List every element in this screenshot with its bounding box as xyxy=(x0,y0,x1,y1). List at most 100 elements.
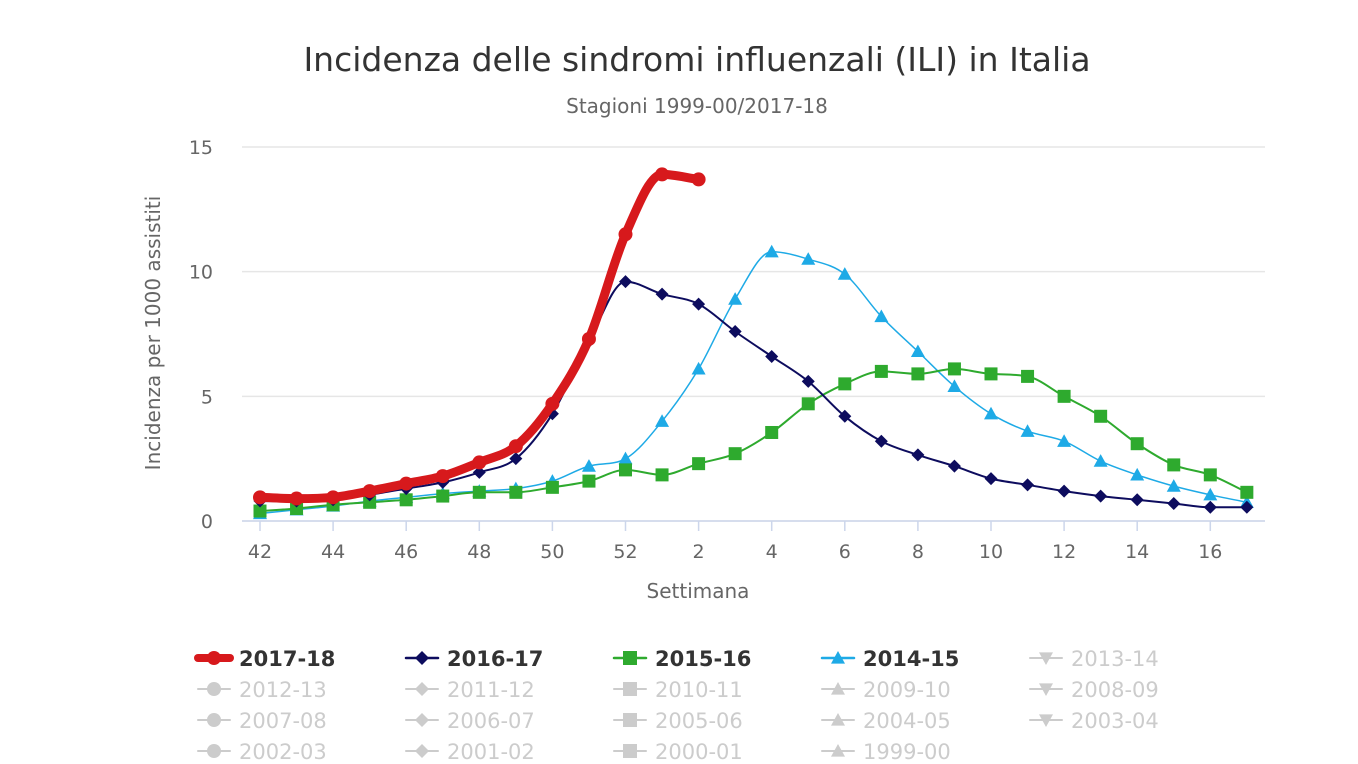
data-point-2017-18 xyxy=(691,172,706,187)
series-line-2016-17 xyxy=(259,280,1248,509)
x-tick-label: 42 xyxy=(248,541,272,563)
data-point-2016-17 xyxy=(911,448,925,462)
data-point-2015-16 xyxy=(984,367,998,381)
data-point-2014-15 xyxy=(837,267,852,280)
legend-label: 2013-14 xyxy=(1071,647,1159,671)
data-point-2016-17 xyxy=(509,452,523,466)
data-point-2015-16 xyxy=(728,447,742,461)
data-point-2014-15 xyxy=(801,252,816,265)
data-point-2014-15 xyxy=(874,309,889,323)
legend-item-1999-00[interactable]: 1999-00 xyxy=(821,740,951,764)
data-point-2014-15 xyxy=(1093,454,1108,467)
legend-item-2003-04[interactable]: 2003-04 xyxy=(1029,709,1159,733)
legend-label: 2002-03 xyxy=(239,740,327,764)
legend-item-2005-06[interactable]: 2005-06 xyxy=(613,709,743,733)
legend-item-2017-18[interactable]: 2017-18 xyxy=(194,647,335,671)
data-point-2017-18 xyxy=(618,227,633,242)
legend-symbol-marker xyxy=(415,682,429,696)
legend-label: 2000-01 xyxy=(655,740,743,764)
data-point-2016-17 xyxy=(619,275,632,289)
legend-symbol-marker xyxy=(415,713,429,727)
x-tick-label: 4 xyxy=(766,541,778,563)
legend-item-2006-07[interactable]: 2006-07 xyxy=(405,709,535,733)
data-point-2015-16 xyxy=(911,367,925,381)
y-tick-label: 15 xyxy=(189,137,213,159)
data-point-2016-17 xyxy=(655,287,669,301)
legend-symbol-marker xyxy=(623,651,637,665)
data-point-2014-15 xyxy=(581,459,596,472)
data-point-2015-16 xyxy=(436,489,450,503)
data-point-2016-17 xyxy=(1130,493,1144,507)
data-point-2015-16 xyxy=(1203,468,1217,482)
legend-item-2013-14[interactable]: 2013-14 xyxy=(1029,647,1159,671)
series-group xyxy=(253,167,1254,520)
data-point-2015-16 xyxy=(874,364,888,378)
data-point-2014-15 xyxy=(618,451,633,465)
y-tick-label: 10 xyxy=(189,262,213,284)
y-tick-label: 5 xyxy=(201,386,213,408)
series-2015-16 xyxy=(253,362,1254,518)
legend-label: 2011-12 xyxy=(447,678,535,702)
legend-item-2004-05[interactable]: 2004-05 xyxy=(821,709,951,733)
legend-symbol-marker xyxy=(207,682,221,696)
legend-label: 2010-11 xyxy=(655,678,743,702)
data-point-2014-15 xyxy=(984,406,998,420)
x-tick-label: 8 xyxy=(912,541,924,563)
legend-item-2009-10[interactable]: 2009-10 xyxy=(821,678,951,702)
legend-item-2008-09[interactable]: 2008-09 xyxy=(1029,678,1159,702)
legend-symbol-marker xyxy=(207,744,221,758)
legend-symbol-marker xyxy=(415,744,429,758)
data-point-2014-15 xyxy=(764,244,779,258)
data-point-2015-16 xyxy=(1167,458,1181,472)
data-point-2015-16 xyxy=(1057,389,1071,403)
data-point-2016-17 xyxy=(801,374,815,388)
legend-item-2001-02[interactable]: 2001-02 xyxy=(405,740,535,764)
data-point-2015-16 xyxy=(253,504,267,518)
series-line-2017-18 xyxy=(255,169,704,504)
legend-label: 2015-16 xyxy=(655,647,751,671)
y-tick-label: 0 xyxy=(201,511,213,533)
data-point-2017-18 xyxy=(472,455,487,470)
legend-symbol-marker xyxy=(831,744,845,757)
legend-item-2002-03[interactable]: 2002-03 xyxy=(197,740,327,764)
legend-symbol-marker xyxy=(207,651,221,665)
series-2016-17 xyxy=(253,275,1254,514)
legend-item-2010-11[interactable]: 2010-11 xyxy=(613,678,743,702)
legend-item-2016-17[interactable]: 2016-17 xyxy=(404,647,543,671)
series-line-2015-16 xyxy=(259,367,1248,512)
legend-symbol-marker xyxy=(207,713,221,727)
data-point-2016-17 xyxy=(1167,497,1181,511)
data-point-2017-18 xyxy=(435,469,450,484)
legend: 2017-18 2016-17 2015-16 2014-15 2013-14 2012-… xyxy=(194,647,1159,764)
data-point-2014-15 xyxy=(1130,467,1145,481)
data-point-2014-15 xyxy=(1020,424,1035,437)
x-axis-title: Settimana xyxy=(647,579,750,603)
legend-item-2007-08[interactable]: 2007-08 xyxy=(197,709,327,733)
data-point-2014-15 xyxy=(1057,434,1072,447)
data-point-2015-16 xyxy=(1094,409,1108,423)
data-point-2015-16 xyxy=(363,495,377,509)
data-point-2016-17 xyxy=(947,459,961,473)
legend-item-2000-01[interactable]: 2000-01 xyxy=(613,740,743,764)
series-2017-18 xyxy=(253,167,706,506)
legend-item-2015-16[interactable]: 2015-16 xyxy=(612,647,751,671)
legend-symbol-marker xyxy=(1039,683,1053,696)
data-point-2016-17 xyxy=(1057,484,1071,498)
data-point-2016-17 xyxy=(728,325,742,339)
x-tick-label: 10 xyxy=(979,541,1003,563)
data-point-2016-17 xyxy=(984,472,998,486)
data-point-2015-16 xyxy=(399,493,413,507)
legend-item-2014-15[interactable]: 2014-15 xyxy=(820,647,959,671)
data-point-2015-16 xyxy=(1130,437,1144,451)
data-point-2017-18 xyxy=(399,476,414,491)
data-point-2015-16 xyxy=(1240,485,1254,499)
legend-label: 1999-00 xyxy=(863,740,951,764)
legend-symbol-marker xyxy=(623,682,637,696)
data-point-2014-15 xyxy=(1203,487,1218,501)
data-point-2015-16 xyxy=(472,485,486,499)
legend-label: 2006-07 xyxy=(447,709,535,733)
legend-item-2011-12[interactable]: 2011-12 xyxy=(405,678,535,702)
data-point-2016-17 xyxy=(1203,500,1217,514)
legend-item-2012-13[interactable]: 2012-13 xyxy=(197,678,327,702)
